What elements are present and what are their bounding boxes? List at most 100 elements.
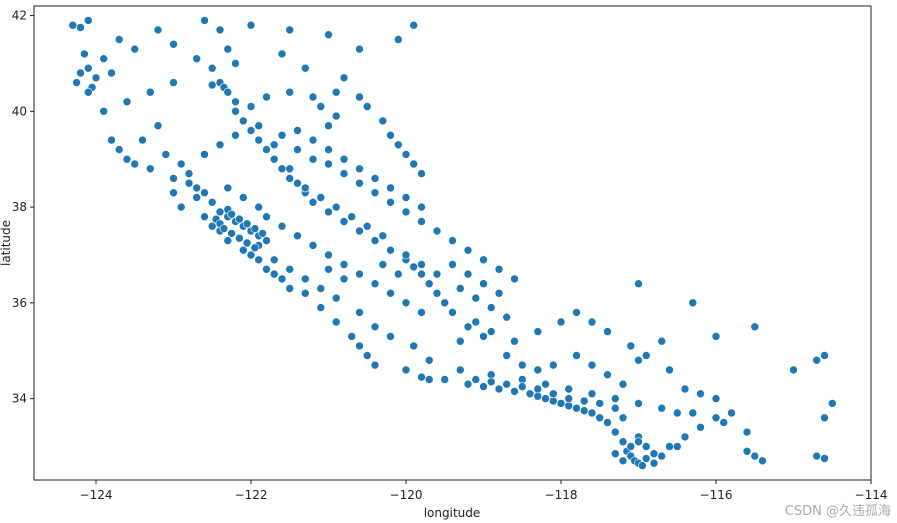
scatter-point [541,379,550,389]
scatter-point [285,174,295,183]
scatter-point [161,150,171,159]
scatter-point [68,20,78,30]
scatter-point [393,140,403,150]
scatter-point [258,229,267,238]
scatter-point [502,379,512,389]
scatter-point [486,303,496,312]
scatter-point [386,183,395,193]
scatter-point [556,317,566,327]
y-axis-label: latitude [0,220,13,266]
scatter-point [595,413,605,423]
scatter-point [417,372,426,382]
scatter-point [533,327,543,336]
scatter-point [239,245,248,255]
scatter-point [192,183,201,193]
scatter-point [285,284,295,293]
scatter-point [76,68,85,78]
scatter-point [494,264,504,274]
scatter-point [657,403,667,413]
scatter-point [533,365,543,375]
scatter-point [672,408,682,418]
scatter-point [339,217,349,226]
scatter-point [680,432,690,442]
scatter-point [556,399,566,408]
scatter-point [122,154,132,164]
scatter-point [242,219,252,229]
scatter-point [207,63,217,73]
scatter-point [219,224,229,233]
scatter-point [711,394,721,403]
scatter-point [227,229,236,238]
scatter-point [355,164,364,174]
scatter-point [672,442,682,451]
scatter-point [227,210,236,219]
scatter-point [409,262,419,272]
scatter-point [634,355,643,365]
scatter-point [641,442,651,451]
scatter-point [114,145,124,154]
scatter-point [169,78,178,87]
scatter-point [300,63,310,73]
scatter-point [641,351,651,360]
scatter-point [517,375,527,384]
scatter-point [176,159,186,169]
scatter-point [564,401,574,411]
scatter-point [339,260,349,269]
scatter-point [153,121,163,130]
scatter-point [494,288,504,298]
scatter-point [231,97,240,107]
scatter-point [479,279,488,289]
scatter-point [331,111,341,121]
scatter-point [386,332,395,341]
scatter-point [362,351,372,360]
scatter-point [355,92,364,102]
scatter-point [293,178,302,188]
scatter-point [610,394,620,403]
scatter-point [324,121,333,130]
scatter-point [471,317,481,327]
scatter-point [401,365,411,375]
scatter-point [153,25,163,35]
scatter-point [200,188,209,197]
scatter-point [200,16,209,25]
scatter-point [541,394,550,403]
scatter-point [610,449,620,459]
scatter-point [235,214,244,224]
scatter-point [370,188,380,197]
scatter-point [355,178,364,188]
scatter-point [355,44,364,54]
y-tick-label: 38 [12,200,27,214]
scatter-point [72,78,81,87]
scatter-point [587,389,597,399]
scatter-point [370,174,380,183]
scatter-point [269,269,279,279]
scatter-point [285,25,295,35]
scatter-point [355,269,364,279]
scatter-point [455,336,465,346]
scatter-point [254,255,264,265]
scatter-point [665,365,674,375]
scatter-point [215,207,225,217]
scatter-point [510,336,519,346]
scatter-point [262,92,271,102]
scatter-point [688,298,698,308]
scatter-point [200,150,209,159]
scatter-point [347,332,357,341]
scatter-point [417,269,426,279]
scatter-point [378,116,388,126]
scatter-point [107,135,116,145]
scatter-point [254,121,264,130]
scatter-point [293,145,302,154]
y-tick-label: 40 [12,104,27,118]
scatter-point [657,451,667,461]
scatter-point [587,317,597,327]
scatter-point [378,260,388,269]
scatter-point [246,126,256,135]
scatter-point [564,384,574,394]
scatter-point [99,54,108,64]
scatter-point [820,351,829,360]
scatter-point [262,236,271,245]
scatter-point [417,169,426,178]
scatter-point [254,202,264,212]
scatter-point [285,87,295,97]
